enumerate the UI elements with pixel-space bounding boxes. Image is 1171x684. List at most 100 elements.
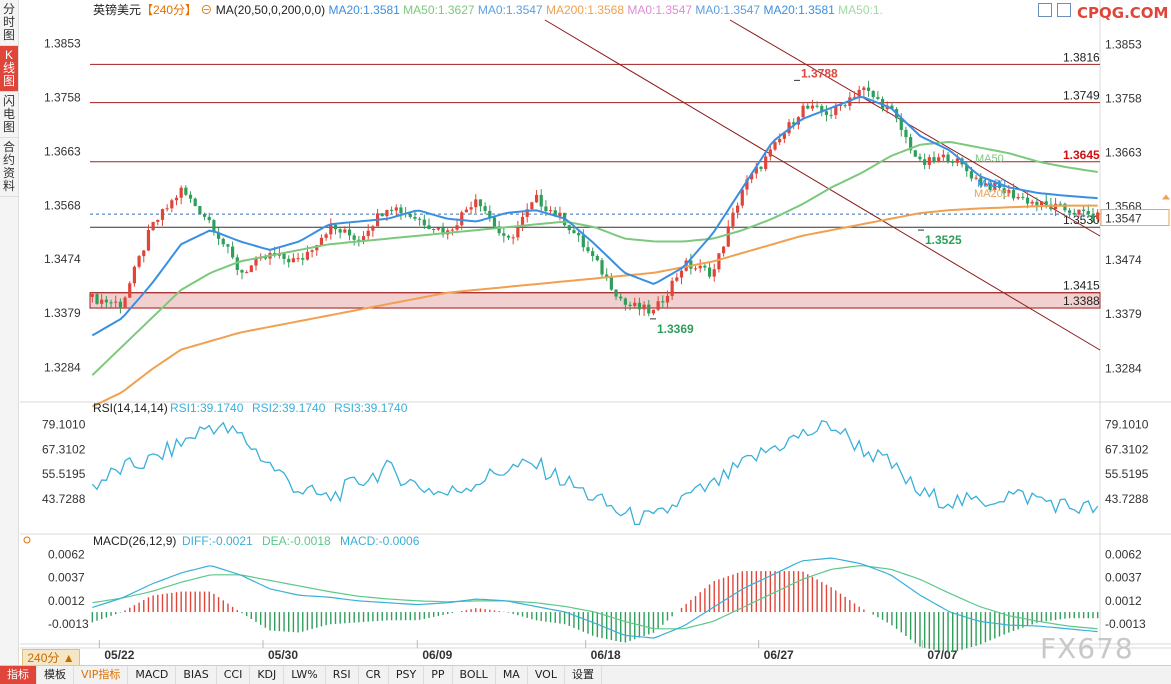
grid-icon[interactable]: [1038, 3, 1052, 17]
toolbar-item-7[interactable]: LW%: [284, 666, 326, 684]
macd-series-label-0: DIFF:-0.0021: [182, 534, 253, 548]
sidebar-tab-1[interactable]: K线图: [0, 46, 18, 92]
candle-body: [474, 199, 478, 208]
candle-body: [357, 239, 361, 241]
candle-body: [511, 237, 515, 239]
chart-header: 英镑美元【240分】 ⊖ MA(20,50,0,200,0,0) MA20:1.…: [93, 2, 883, 17]
toolbar-item-9[interactable]: CR: [359, 666, 389, 684]
toolbar-item-1[interactable]: 模板: [37, 666, 74, 684]
candle-body: [637, 302, 642, 310]
candle-body: [801, 105, 805, 118]
candle-body: [109, 302, 113, 304]
candle-body: [137, 256, 141, 267]
sidebar-tab-3[interactable]: 合约资料: [0, 138, 18, 197]
ma-value-6: MA20:1.3581: [760, 3, 835, 17]
candle-body: [254, 258, 258, 266]
price-tick-right-1: 1.3758: [1105, 91, 1142, 105]
candle-body: [586, 247, 590, 252]
candle-body: [427, 225, 431, 230]
candle-body: [193, 198, 197, 207]
candle-body: [909, 137, 913, 151]
site-logo: CPQG.COM: [1077, 4, 1169, 22]
rsi-series-label-1: RSI2:39.1740: [252, 401, 326, 415]
candle-body: [675, 277, 679, 281]
candle-body: [843, 105, 847, 107]
ma-value-0: MA20:1.3581: [325, 3, 400, 17]
candle-body: [745, 179, 749, 190]
candle-body: [347, 229, 352, 236]
toolbar-item-13[interactable]: MA: [496, 666, 528, 684]
annotation-label-2: 1.3369: [657, 322, 694, 336]
candle-body: [231, 246, 235, 258]
ma-value-3: MA200:1.3568: [543, 3, 625, 17]
candle-body: [553, 210, 557, 217]
toolbar-item-14[interactable]: VOL: [528, 666, 565, 684]
macd-tick-left-2: 0.0012: [48, 594, 85, 608]
expand-icon[interactable]: [1057, 3, 1071, 17]
candle-body: [693, 268, 698, 270]
toolbar-item-5[interactable]: CCI: [217, 666, 251, 684]
candle-body: [483, 206, 487, 211]
candle-body: [946, 154, 950, 162]
candles-group: [90, 80, 1100, 317]
candle-body: [581, 235, 585, 248]
candle-body: [418, 218, 422, 220]
candle-body: [717, 253, 721, 270]
candle-body: [1039, 201, 1044, 206]
candle-body: [1096, 212, 1100, 220]
candle-body: [534, 194, 539, 203]
candle-body: [142, 250, 146, 257]
candle-body: [226, 244, 230, 247]
candle-body: [665, 295, 670, 303]
annotation-label-0: 1.3788: [801, 66, 838, 80]
candle-body: [361, 236, 366, 241]
candle-body: [792, 122, 796, 125]
toolbar-item-6[interactable]: KDJ: [250, 666, 285, 684]
candle-body: [441, 227, 445, 235]
candle-body: [329, 224, 333, 235]
candle-body: [642, 304, 646, 310]
candle-body: [605, 274, 609, 277]
candle-body: [1086, 210, 1090, 215]
price-tick-left-6: 1.3284: [44, 360, 81, 374]
toolbar-item-2[interactable]: VIP指标: [74, 666, 129, 684]
watermark: FX678: [1040, 632, 1134, 665]
rsi-series-label-0: RSI1:39.1740: [170, 401, 244, 415]
candle-body: [988, 183, 992, 190]
candle-body: [591, 251, 595, 257]
toolbar-item-10[interactable]: PSY: [389, 666, 425, 684]
macd-tick-right-1: 0.0037: [1105, 571, 1142, 585]
candle-body: [782, 133, 786, 139]
candle-body: [305, 251, 310, 260]
candle-body: [913, 150, 917, 157]
toolbar-item-15[interactable]: 设置: [565, 666, 602, 684]
candle-body: [890, 105, 894, 110]
macd-title: MACD(26,12,9): [93, 534, 176, 548]
price-tick-left-2: 1.3663: [44, 145, 81, 159]
candle-body: [806, 105, 810, 109]
toolbar-item-0[interactable]: 指标: [0, 666, 37, 684]
sidebar-tab-2[interactable]: 闪电图: [0, 92, 18, 138]
candle-body: [651, 309, 656, 314]
candle-body: [572, 230, 576, 234]
candle-body: [876, 97, 880, 99]
toolbar-item-4[interactable]: BIAS: [176, 666, 217, 684]
toolbar-item-11[interactable]: PP: [424, 666, 453, 684]
bottom-toolbar: 指标 模板 VIP指标 MACD BIAS CCI KDJ LW% RSI CR PSY PP BOLL…: [0, 665, 1171, 684]
candle-body: [460, 212, 464, 226]
candle-body: [492, 217, 497, 227]
candle-body: [184, 187, 188, 195]
toolbar-item-3[interactable]: MACD: [128, 666, 177, 684]
macd-tick-left-0: 0.0062: [48, 547, 85, 561]
candle-body: [1091, 214, 1095, 220]
toolbar-item-12[interactable]: BOLL: [453, 666, 496, 684]
candle-body: [399, 207, 403, 214]
candle-body: [937, 157, 941, 162]
candle-body: [712, 269, 716, 277]
price-tick-right-4: 1.3474: [1105, 253, 1142, 267]
candle-body: [647, 304, 651, 314]
candle-body: [1072, 212, 1076, 215]
toolbar-item-8[interactable]: RSI: [326, 666, 359, 684]
price-tick-left-1: 1.3758: [44, 90, 81, 104]
sidebar-tab-0[interactable]: 分时图: [0, 0, 18, 46]
